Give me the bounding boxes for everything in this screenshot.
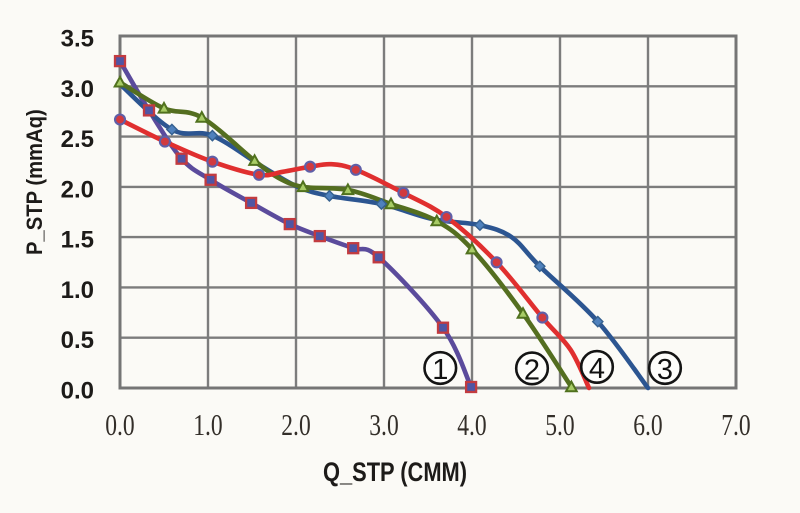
svg-text:2: 2 [524, 354, 540, 386]
svg-text:2.0: 2.0 [61, 176, 94, 203]
svg-text:0.5: 0.5 [61, 327, 94, 354]
svg-text:3.5: 3.5 [61, 26, 94, 53]
svg-text:1.5: 1.5 [61, 227, 94, 254]
svg-text:0.0: 0.0 [105, 407, 134, 442]
svg-text:3.0: 3.0 [61, 76, 94, 103]
svg-text:6.0: 6.0 [633, 407, 662, 442]
svg-text:2.0: 2.0 [281, 407, 310, 442]
svg-text:1.0: 1.0 [193, 407, 222, 442]
svg-text:0.0: 0.0 [61, 378, 94, 405]
svg-text:3.0: 3.0 [369, 407, 398, 442]
svg-text:4: 4 [589, 353, 605, 385]
svg-text:P_STP (mmAq): P_STP (mmAq) [23, 109, 47, 255]
svg-text:4.0: 4.0 [457, 407, 486, 442]
svg-text:3: 3 [657, 354, 673, 386]
svg-text:5.0: 5.0 [545, 407, 574, 442]
svg-text:7.0: 7.0 [721, 407, 750, 442]
svg-text:Q_STP (CMM): Q_STP (CMM) [323, 458, 467, 488]
svg-text:1.0: 1.0 [61, 277, 94, 304]
svg-text:2.5: 2.5 [61, 126, 94, 153]
svg-text:1: 1 [432, 354, 448, 386]
